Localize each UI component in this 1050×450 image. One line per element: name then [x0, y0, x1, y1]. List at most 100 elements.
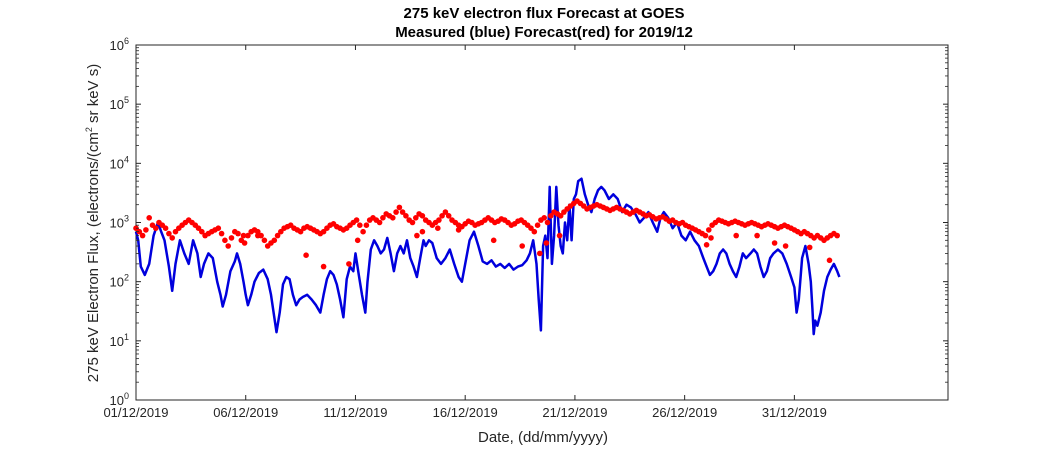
x-tick-label: 01/12/2019 [103, 405, 168, 420]
x-tick-label: 31/12/2019 [762, 405, 827, 420]
y-tick-label: 103 [110, 214, 129, 231]
forecast-point [360, 228, 366, 235]
y-tick-label: 105 [110, 95, 129, 112]
measured-series [134, 177, 841, 336]
y-tick-label: 102 [110, 273, 129, 290]
forecast-point [834, 232, 840, 239]
forecast-point [297, 228, 304, 235]
x-tick-label: 16/12/2019 [433, 405, 498, 420]
forecast-point [254, 228, 261, 235]
forecast-point [703, 242, 710, 248]
forecast-point [199, 228, 205, 235]
forecast-point [396, 204, 403, 211]
forecast-point [354, 237, 361, 244]
forecast-point [419, 228, 426, 235]
forecast-point [806, 244, 813, 251]
forecast-point [222, 237, 228, 244]
forecast-point [534, 222, 541, 228]
x-axis-ticks: 01/12/2019 06/12/2019 11/12/2019 16/12/2019… [103, 45, 827, 420]
forecast-point [241, 240, 248, 246]
y-axis-label-prefix: 275 keV Electron Flux, (electrons/(cm [85, 132, 102, 382]
forecast-point [376, 219, 383, 226]
forecast-point [399, 209, 406, 215]
forecast-point [353, 217, 360, 223]
forecast-point [543, 240, 550, 246]
forecast-point [172, 228, 179, 235]
y-axis-ticks: 100 101 102 103 104 105 106 [110, 36, 948, 408]
forecast-point [455, 227, 462, 233]
forecast-point [363, 222, 370, 228]
forecast-point [544, 219, 551, 226]
y-tick-label: 101 [110, 332, 129, 349]
forecast-point [274, 232, 281, 239]
forecast-point [419, 213, 426, 219]
x-tick-label: 11/12/2019 [323, 405, 387, 420]
y-tick-label: 106 [110, 36, 129, 53]
forecast-point [245, 232, 251, 239]
forecast-point [320, 228, 327, 235]
forecast-point [218, 230, 225, 237]
forecast-point [169, 235, 175, 241]
forecast-point [782, 243, 789, 249]
forecast-point [146, 215, 152, 221]
forecast-point [537, 250, 543, 257]
forecast-point [225, 243, 231, 249]
forecast-point [143, 227, 149, 233]
forecast-point [708, 235, 714, 241]
y-axis-label: 275 keV Electron Flux, (electrons/(cm2 s… [84, 64, 102, 382]
forecast-point [380, 215, 386, 221]
forecast-point [445, 213, 452, 219]
forecast-point [556, 232, 563, 239]
y-axis-label-suffix: sr keV s) [85, 64, 102, 127]
y-tick-label: 104 [110, 154, 129, 171]
forecast-point [166, 230, 172, 237]
forecast-point [826, 257, 833, 264]
forecast-point [240, 232, 247, 239]
forecast-series [133, 198, 840, 270]
chart-title: 275 keV electron flux Forecast at GOES [404, 5, 685, 22]
forecast-point [139, 232, 146, 239]
forecast-point [357, 222, 363, 228]
forecast-point [519, 243, 525, 249]
x-tick-label: 06/12/2019 [213, 405, 278, 420]
forecast-point [557, 213, 564, 219]
forecast-point [435, 225, 441, 231]
forecast-point [261, 237, 268, 244]
forecast-point [706, 227, 712, 233]
forecast-point [414, 232, 420, 239]
measured-line [134, 177, 841, 336]
forecast-point [153, 225, 159, 231]
x-tick-label: 21/12/2019 [542, 405, 607, 420]
x-axis-label: Date, (dd/mm/yyyy) [478, 429, 608, 446]
forecast-point [403, 213, 409, 219]
forecast-point [215, 225, 222, 231]
y-tick-label: 100 [110, 391, 129, 408]
forecast-point [320, 263, 327, 270]
forecast-point [733, 232, 739, 239]
forecast-point [393, 209, 399, 215]
forecast-point [413, 215, 419, 221]
forecast-point [278, 228, 284, 235]
forecast-point [442, 209, 449, 215]
forecast-point [771, 240, 778, 246]
forecast-point [235, 230, 241, 237]
forecast-point [548, 213, 554, 219]
forecast-point [541, 215, 547, 221]
forecast-point [346, 261, 352, 267]
forecast-point [754, 232, 760, 239]
forecast-point [228, 235, 235, 241]
forecast-point [439, 213, 445, 219]
forecast-point [702, 232, 709, 239]
forecast-point [271, 237, 278, 244]
forecast-point [254, 232, 261, 239]
forecast-point [136, 228, 143, 235]
x-tick-label: 26/12/2019 [652, 405, 717, 420]
chart-subtitle: Measured (blue) Forecast(red) for 2019/1… [395, 24, 693, 41]
forecast-point [409, 219, 416, 226]
forecast-point [528, 225, 534, 231]
forecast-point [490, 237, 497, 244]
forecast-point [162, 225, 169, 231]
forecast-point [436, 217, 442, 223]
forecast-point [303, 252, 309, 258]
